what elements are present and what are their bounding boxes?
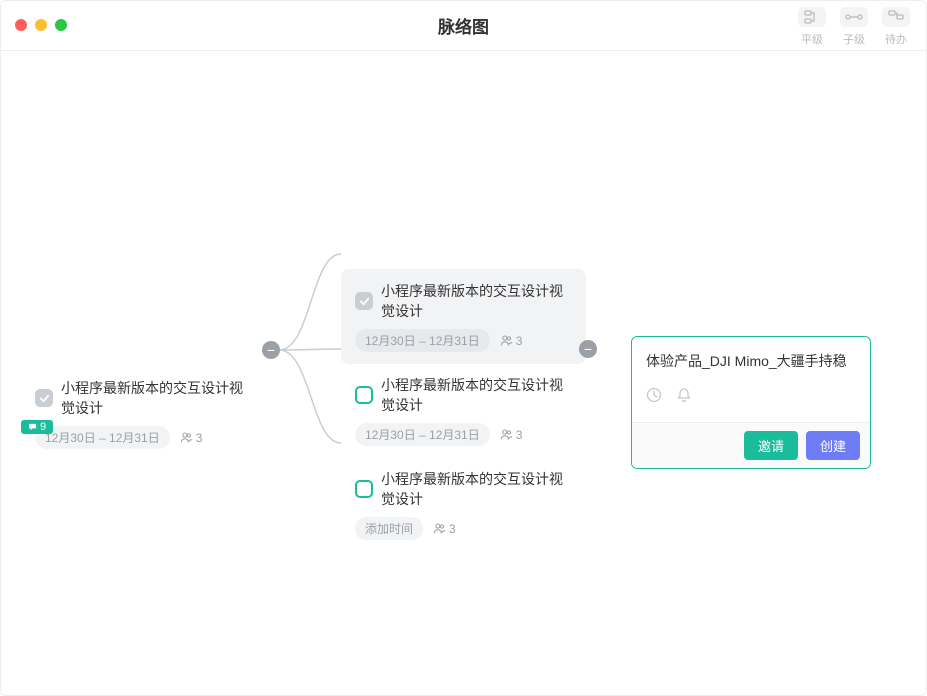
checkbox-done-icon[interactable] [355,292,373,310]
child-node-1[interactable]: 小程序最新版本的交互设计视觉设计 12月30日 – 12月31日 3 [341,269,586,364]
people-icon [500,334,513,347]
create-node-title[interactable]: 体验产品_DJI Mimo_大疆手持稳 [632,337,870,387]
titlebar: 脉络图 平级 子级 待办 [1,1,926,51]
child-node-2[interactable]: 小程序最新版本的交互设计视觉设计 12月30日 – 12月31日 3 [341,363,586,458]
toolbar-child-label: 子级 [843,31,865,47]
child-1-title: 小程序最新版本的交互设计视觉设计 [381,281,572,321]
todo-icon [882,7,910,27]
checkbox-done-icon[interactable] [35,389,53,407]
create-node-panel[interactable]: 体验产品_DJI Mimo_大疆手持稳 邀请 创建 [631,336,871,469]
child-3-people-count: 3 [449,522,456,536]
people-icon [433,522,446,535]
root-count-badge[interactable]: 9 [21,420,53,434]
message-icon [28,423,37,432]
toolbar-child-button[interactable]: 子级 [840,7,868,47]
page-title: 脉络图 [17,13,910,38]
checkbox-open-icon[interactable] [355,386,373,404]
child-2-date-range[interactable]: 12月30日 – 12月31日 [355,423,490,446]
root-node[interactable]: 小程序最新版本的交互设计视觉设计 12月30日 – 12月31日 3 [21,366,261,461]
child-2-collapse-toggle[interactable]: − [579,340,597,358]
child-1-date-range[interactable]: 12月30日 – 12月31日 [355,329,490,352]
invite-button[interactable]: 邀请 [744,431,798,460]
create-button[interactable]: 创建 [806,431,860,460]
child-2-people-count: 3 [516,428,523,442]
child-2-title: 小程序最新版本的交互设计视觉设计 [381,375,572,415]
root-people-count: 3 [196,431,203,445]
child-3-people: 3 [433,522,456,536]
reminder-icon[interactable] [676,387,692,408]
child-icon [840,7,868,27]
child-1-people-count: 3 [516,334,523,348]
root-people: 3 [180,431,203,445]
window-minimize-button[interactable] [35,19,47,31]
root-collapse-toggle[interactable]: − [262,341,280,359]
toolbar-todo-button[interactable]: 待办 [882,7,910,47]
child-1-people: 3 [500,334,523,348]
toolbar-todo-label: 待办 [885,31,907,47]
child-node-3[interactable]: 小程序最新版本的交互设计视觉设计 添加时间 3 [341,457,586,552]
mindmap-canvas[interactable]: 小程序最新版本的交互设计视觉设计 12月30日 – 12月31日 3 9 − 小… [1,51,926,695]
checkbox-open-icon[interactable] [355,480,373,498]
sibling-icon [798,7,826,27]
schedule-icon[interactable] [646,387,662,408]
toolbar-sibling-label: 平级 [801,31,823,47]
window-zoom-button[interactable] [55,19,67,31]
child-3-title: 小程序最新版本的交互设计视觉设计 [381,469,572,509]
child-3-time-pill[interactable]: 添加时间 [355,517,423,540]
traffic-lights [15,19,67,31]
root-badge-count: 9 [40,421,46,433]
window-close-button[interactable] [15,19,27,31]
toolbar-sibling-button[interactable]: 平级 [798,7,826,47]
toolbar: 平级 子级 待办 [798,7,910,47]
people-icon [180,431,193,444]
people-icon [500,428,513,441]
root-node-title: 小程序最新版本的交互设计视觉设计 [61,378,247,418]
child-2-people: 3 [500,428,523,442]
root-date-range[interactable]: 12月30日 – 12月31日 [35,426,170,449]
